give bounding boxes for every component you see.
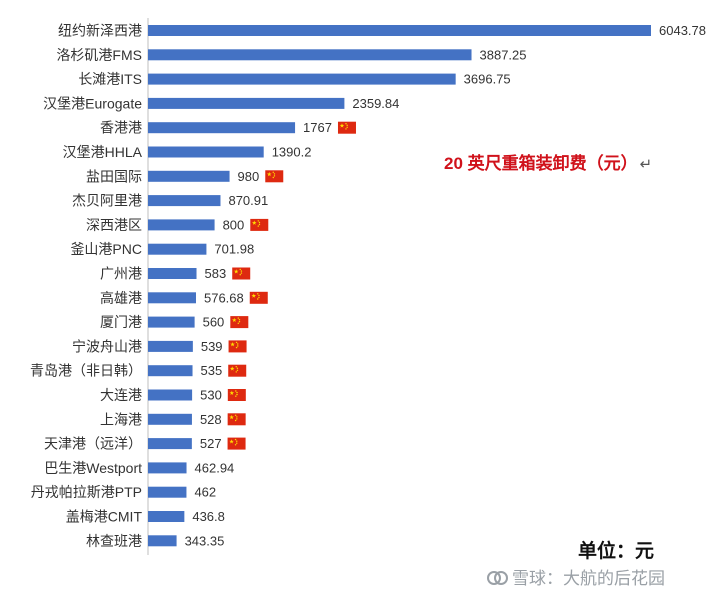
bar [148, 535, 177, 547]
bar [148, 219, 215, 231]
bar [148, 73, 456, 85]
china-flag-icon [228, 364, 247, 377]
category-label: 深西港区 [86, 217, 142, 233]
category-label: 林查班港 [86, 533, 142, 549]
bar [148, 438, 192, 450]
china-flag-icon [337, 121, 356, 134]
watermark-text: 雪球：大航的后花园 [512, 569, 665, 588]
category-label: 汉堡港Eurogate [43, 95, 142, 111]
bar [148, 25, 651, 36]
value-label: 870.91 [228, 193, 268, 208]
category-label: 宁波舟山港 [72, 338, 142, 354]
category-label: 汉堡港HHLA [63, 144, 143, 160]
chart-title: 20 英尺重箱装卸费（元） ↵ [444, 149, 652, 174]
category-label: 洛杉矶港FMS [56, 47, 142, 63]
value-label: 528 [200, 412, 222, 427]
value-label: 3887.25 [480, 47, 527, 62]
china-flag-icon [228, 340, 247, 353]
value-label: 539 [201, 339, 223, 354]
value-label: 701.98 [214, 242, 254, 257]
category-label: 长滩港ITS [78, 71, 142, 87]
bar [148, 268, 197, 279]
bar [148, 49, 472, 61]
china-flag-icon [227, 389, 246, 401]
china-flag-icon [227, 437, 246, 450]
bar [148, 365, 193, 377]
bar [148, 462, 187, 474]
china-flag-icon [230, 316, 249, 329]
category-label: 青岛港（非日韩） [30, 363, 142, 379]
bar [148, 511, 185, 522]
category-label: 天津港（远洋） [44, 436, 142, 452]
value-label: 535 [201, 363, 223, 378]
china-flag-icon [227, 413, 246, 426]
value-label: 583 [205, 266, 227, 281]
china-flag-icon [265, 170, 284, 183]
bar [148, 122, 296, 134]
value-label: 462 [194, 485, 216, 500]
value-label: 462.94 [195, 460, 235, 475]
bar [148, 316, 195, 328]
value-label: 343.35 [185, 533, 225, 548]
chart-title-text: 20 英尺重箱装卸费（元） [444, 154, 638, 173]
value-label: 436.8 [192, 509, 225, 524]
value-label: 1767 [303, 120, 332, 135]
china-flag-icon [249, 291, 268, 304]
china-flag-icon [250, 218, 269, 231]
category-label: 釜山港PNC [70, 241, 142, 257]
return-mark-glyph: ↵ [639, 156, 653, 173]
category-label: 杰贝阿里港 [72, 193, 142, 209]
value-label: 1390.2 [272, 145, 312, 160]
category-label: 厦门港 [100, 314, 142, 330]
china-flag-icon [232, 267, 251, 280]
category-label: 高雄港 [100, 290, 142, 306]
bar [148, 413, 192, 425]
category-label: 丹戎帕拉斯港PTP [31, 484, 142, 500]
value-label: 3696.75 [464, 72, 511, 87]
snowball-logo-icon [487, 571, 508, 585]
category-label: 大连港 [100, 387, 142, 403]
bar [148, 146, 264, 158]
category-label: 纽约新泽西港 [58, 23, 142, 39]
category-label: 盖梅港CMIT [66, 509, 143, 525]
value-label: 6043.78 [659, 23, 706, 38]
value-label: 527 [200, 436, 222, 451]
bar [148, 389, 193, 401]
value-label: 2359.84 [352, 96, 399, 111]
watermark: 雪球：大航的后花园 [486, 564, 665, 589]
unit-note: 单位：元 [578, 540, 655, 562]
category-label: 香港港 [100, 120, 142, 136]
value-label: 560 [203, 315, 225, 330]
value-label: 530 [200, 388, 222, 403]
value-label: 800 [223, 217, 245, 232]
category-label: 上海港 [100, 411, 142, 427]
bar [148, 243, 207, 255]
bar [148, 195, 221, 207]
bar [148, 340, 193, 352]
bar [148, 170, 230, 182]
bar [148, 292, 196, 304]
category-label: 广州港 [100, 266, 142, 282]
bar [148, 97, 345, 109]
bar [148, 486, 187, 498]
category-label: 盐田国际 [86, 168, 142, 184]
category-label: 巴生港Westport [44, 460, 142, 476]
value-label: 576.68 [204, 290, 244, 305]
value-label: 980 [238, 169, 260, 184]
